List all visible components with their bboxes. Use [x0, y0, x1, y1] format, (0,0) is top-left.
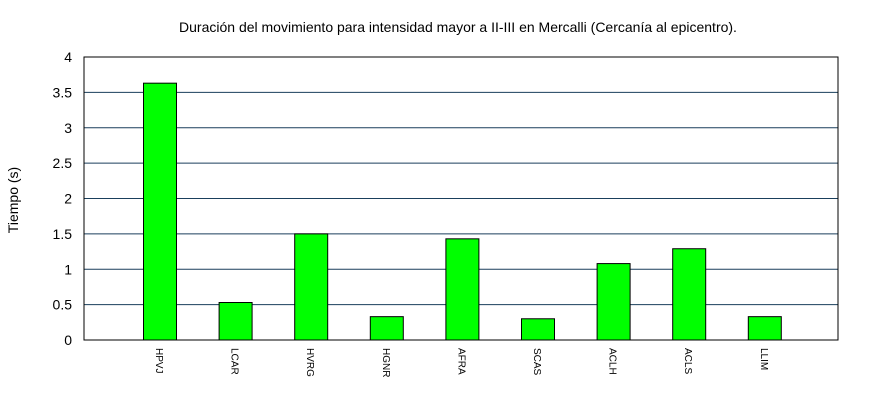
y-tick-label: 1 — [64, 261, 72, 277]
gridlines — [84, 91, 838, 306]
chart-title: Duración del movimiento para intensidad … — [179, 19, 737, 35]
y-tick-label: 0 — [64, 332, 72, 348]
bar-acls — [672, 248, 707, 341]
y-tick-label: 0.5 — [53, 297, 73, 313]
x-tick-labels: HPVJ LCAR HVRG HGNR AFRA SCAS ACLH ACLS LLIM — [153, 348, 769, 377]
bar-lcar — [218, 302, 253, 341]
bar-hpvj — [143, 82, 177, 341]
y-tick-label: 3.5 — [53, 84, 73, 100]
bar-hgnr — [369, 316, 404, 341]
y-axis-label: Tiempo (s) — [5, 167, 21, 233]
y-tick-labels: 0 0.5 1 1.5 2 2.5 3 3.5 4 — [53, 49, 73, 348]
y-tick-label: 2 — [64, 191, 72, 207]
plot-frame — [83, 56, 839, 341]
x-tick-label: SCAS — [531, 348, 542, 376]
bar-afra — [445, 238, 480, 341]
x-tick-label: HPVJ — [153, 348, 164, 374]
bars — [143, 82, 782, 341]
x-tick-label: HGNR — [380, 348, 391, 377]
bar-hvrg — [294, 233, 329, 341]
x-tick-label: LLIM — [758, 348, 769, 370]
y-tick-label: 2.5 — [53, 155, 73, 171]
y-tick-label: 1.5 — [53, 226, 73, 242]
y-tick-label: 3 — [64, 120, 72, 136]
bar-aclh — [596, 263, 631, 341]
x-tick-label: LCAR — [229, 348, 240, 375]
x-tick-label: ACLH — [607, 348, 618, 375]
bar-scas — [521, 318, 555, 341]
x-tick-label: AFRA — [455, 348, 466, 375]
x-tick-label: HVRG — [304, 348, 315, 377]
bar-llim — [747, 316, 782, 341]
x-tick-label: ACLS — [682, 348, 693, 374]
y-tick-label: 4 — [64, 49, 72, 65]
